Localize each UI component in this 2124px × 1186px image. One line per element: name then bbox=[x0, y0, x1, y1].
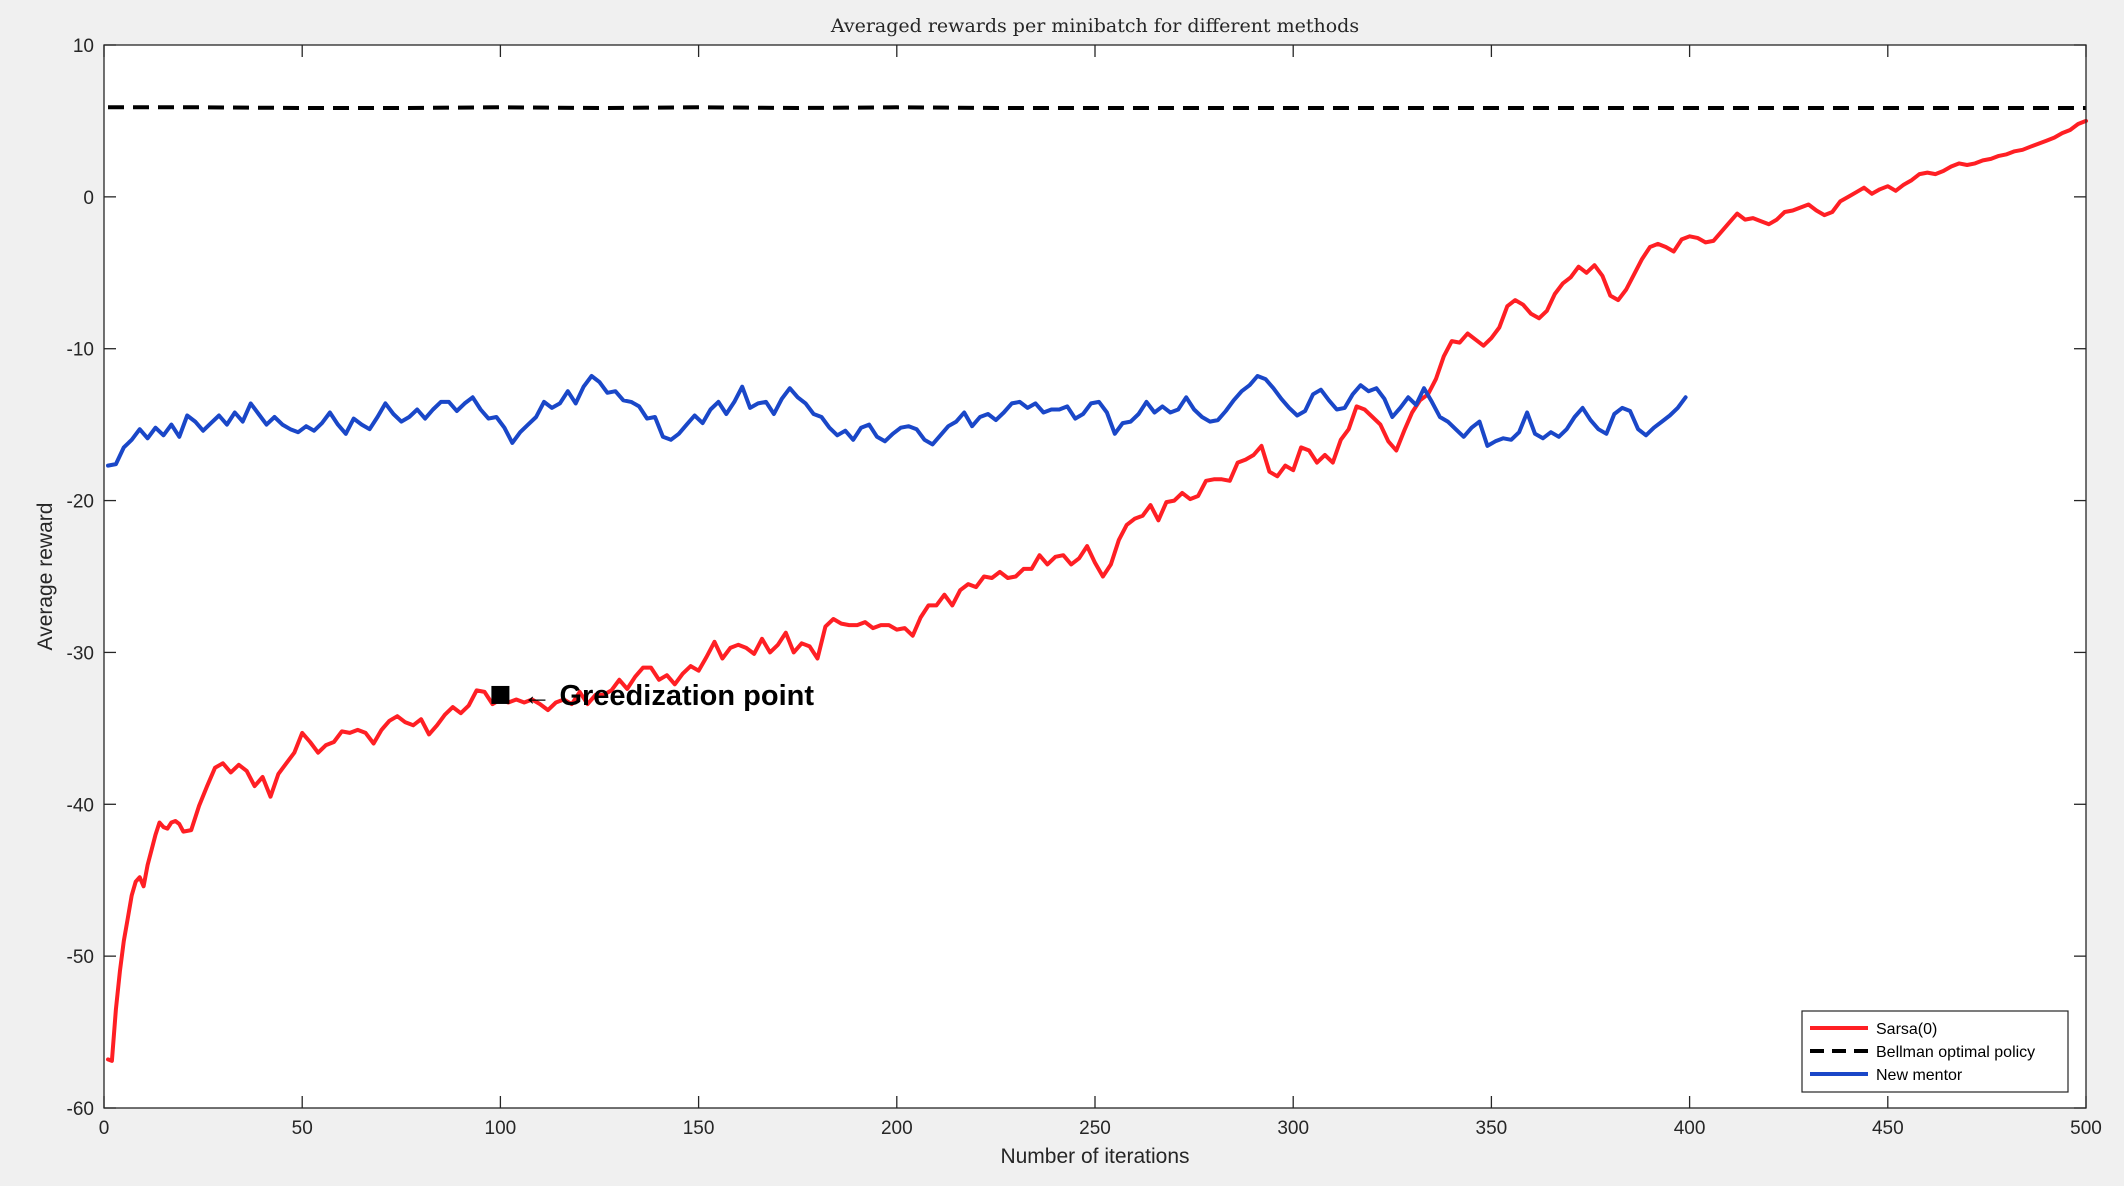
legend-label-0: Sarsa(0) bbox=[1876, 1021, 1937, 1038]
y-axis-label: Average reward bbox=[34, 503, 57, 651]
plot-frame bbox=[103, 44, 2087, 1109]
x-tick-label: 250 bbox=[1079, 1118, 1111, 1139]
y-tick-label: -30 bbox=[67, 643, 94, 664]
x-tick-label: 450 bbox=[1872, 1118, 1904, 1139]
annotation-label: ← Greedization point bbox=[522, 680, 814, 712]
series-line-0 bbox=[106, 118, 2088, 1063]
x-tick-label: 400 bbox=[1674, 1118, 1706, 1139]
x-tick-label: 0 bbox=[99, 1118, 110, 1139]
y-tick-label: -60 bbox=[67, 1099, 94, 1120]
x-tick-label: 100 bbox=[485, 1118, 517, 1139]
greedization-marker bbox=[491, 685, 510, 704]
legend: Sarsa(0) Bellman optimal policy New mentor bbox=[1801, 1010, 2069, 1093]
x-tick-label: 150 bbox=[683, 1118, 715, 1139]
chart-title: Averaged rewards per minibatch for diffe… bbox=[830, 15, 1359, 37]
x-axis-ticks: 0 50 100 150 200 250 300 350 400 450 500 bbox=[99, 45, 2102, 1139]
y-tick-label: 0 bbox=[83, 188, 94, 209]
legend-label-2: New mentor bbox=[1876, 1067, 1963, 1084]
y-axis-ticks: -60 -50 -40 -30 -20 -10 0 10 bbox=[67, 36, 2086, 1120]
x-tick-label: 500 bbox=[2070, 1118, 2102, 1139]
x-tick-label: 300 bbox=[1277, 1118, 1309, 1139]
plot-area bbox=[104, 45, 2086, 1108]
series-line-1 bbox=[108, 105, 2086, 110]
y-tick-label: -50 bbox=[67, 947, 94, 968]
series-line-2 bbox=[106, 374, 1688, 468]
y-tick-label: -40 bbox=[67, 795, 94, 816]
y-tick-label: -20 bbox=[67, 492, 94, 513]
y-tick-label: 10 bbox=[73, 36, 94, 57]
y-tick-label: -10 bbox=[67, 340, 94, 361]
legend-box bbox=[1801, 1010, 2069, 1093]
legend-label-1: Bellman optimal policy bbox=[1876, 1044, 2035, 1061]
x-tick-label: 50 bbox=[292, 1118, 313, 1139]
x-axis-label: Number of iterations bbox=[1000, 1145, 1189, 1168]
series-group bbox=[106, 105, 2088, 1063]
greedization-annotation: ← Greedization point bbox=[491, 680, 814, 712]
x-tick-label: 350 bbox=[1476, 1118, 1508, 1139]
x-tick-label: 200 bbox=[881, 1118, 913, 1139]
